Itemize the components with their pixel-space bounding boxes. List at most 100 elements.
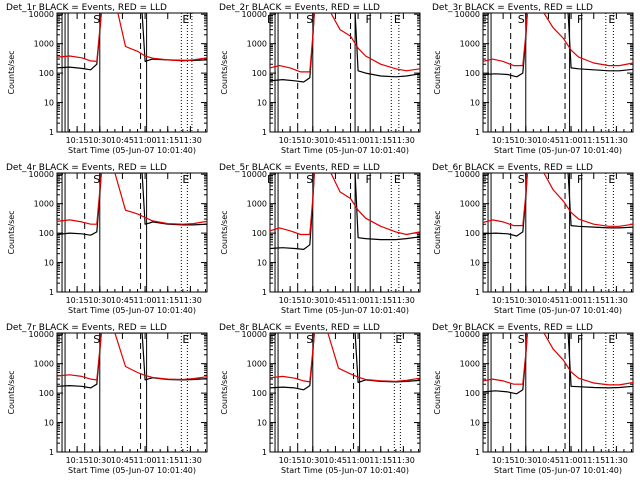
plot-data <box>57 13 207 132</box>
x-tick-label: 11:15 <box>156 456 179 465</box>
x-tick-label: 10:30 <box>514 296 537 305</box>
panel-title: Det_1r BLACK = Events, RED = LLD <box>6 3 167 13</box>
lld-series-line <box>270 173 420 236</box>
x-axis-label: Start Time (05-Jun-07 10:01:40) <box>281 466 409 475</box>
marker-letter: E <box>56 173 63 186</box>
x-tick-label: 11:15 <box>582 296 605 305</box>
y-tick-label: 10 <box>470 419 480 428</box>
plot-data <box>483 173 633 292</box>
panel-title: Det_6r BLACK = Events, RED = LLD <box>432 163 593 173</box>
x-tick-label: 10:15 <box>66 296 89 305</box>
y-tick-label: 1000 <box>34 360 54 369</box>
y-tick-label: 1 <box>475 128 480 137</box>
x-tick-label: 11:00 <box>134 456 157 465</box>
marker-letter: E <box>56 333 63 346</box>
x-tick-label: 10:45 <box>537 456 560 465</box>
x-axis-label: Start Time (05-Jun-07 10:01:40) <box>281 306 409 315</box>
detector-panel: Det_6r BLACK = Events, RED = LLD 1 10 100 10… <box>432 163 634 315</box>
marker-letter: S <box>518 173 525 186</box>
marker-letter: E <box>482 173 489 186</box>
plot-data <box>57 173 207 292</box>
y-tick-label: 10 <box>44 99 54 108</box>
x-tick-label: 11:15 <box>582 136 605 145</box>
marker-letter: F <box>577 333 583 346</box>
y-tick-label: 10 <box>257 259 267 268</box>
y-tick-label: 1 <box>262 128 267 137</box>
marker-letter: E <box>482 13 489 26</box>
marker-letter: S <box>518 333 525 346</box>
marker-letter: E <box>56 13 63 26</box>
y-tick-label: 1 <box>475 448 480 457</box>
panel-title: Det_5r BLACK = Events, RED = LLD <box>219 163 380 173</box>
marker-letter: E <box>608 13 615 26</box>
plot-data <box>270 173 420 292</box>
x-tick-label: 11:30 <box>392 296 415 305</box>
x-tick-label: 11:30 <box>605 136 628 145</box>
y-tick-label: 10000 <box>29 170 54 179</box>
y-tick-label: 10 <box>257 419 267 428</box>
marker-letter: E <box>267 173 274 186</box>
plot-data <box>270 333 420 452</box>
marker-letter: E <box>267 13 274 26</box>
x-tick-label: 11:30 <box>605 456 628 465</box>
y-tick-label: 10000 <box>242 330 267 339</box>
lld-series-line <box>483 13 633 67</box>
x-tick-label: 11:30 <box>392 456 415 465</box>
detector-panel: Det_1r BLACK = Events, RED = LLD 1 10 100 10… <box>6 3 208 155</box>
detector-panel: Det_8r BLACK = Events, RED = LLD 1 10 100 10… <box>219 323 421 475</box>
events-series-line <box>270 13 420 83</box>
detector-panel: Det_2r BLACK = Events, RED = LLD 1 10 100 10… <box>219 3 421 155</box>
lld-series-line <box>270 333 420 383</box>
x-tick-label: 11:30 <box>605 296 628 305</box>
marker-letter: S <box>518 13 525 26</box>
lld-series-line <box>57 173 207 225</box>
panel-title: Det_8r BLACK = Events, RED = LLD <box>219 323 380 333</box>
lld-series-line <box>57 333 207 381</box>
y-tick-label: 10 <box>257 99 267 108</box>
lld-series-line <box>270 13 420 73</box>
x-tick-label: 11:00 <box>560 136 583 145</box>
y-axis-label: Counts/sec <box>433 210 442 254</box>
y-tick-label: 100 <box>465 69 480 78</box>
marker-letter: S <box>306 13 313 26</box>
detector-panel: Det_7r BLACK = Events, RED = LLD 1 10 100 10… <box>6 323 208 475</box>
marker-letter: E <box>482 333 489 346</box>
x-tick-label: 10:15 <box>492 296 515 305</box>
y-tick-label: 1 <box>49 128 54 137</box>
x-tick-label: 11:00 <box>560 296 583 305</box>
x-tick-label: 10:45 <box>537 136 560 145</box>
events-series-line <box>270 173 420 250</box>
y-axis-label: Counts/sec <box>220 50 229 94</box>
y-axis-label: Counts/sec <box>7 370 16 414</box>
y-tick-label: 10000 <box>242 170 267 179</box>
x-tick-label: 10:45 <box>324 296 347 305</box>
x-axis-label: Start Time (05-Jun-07 10:01:40) <box>494 306 622 315</box>
plot-data <box>57 333 207 452</box>
x-tick-label: 11:30 <box>179 136 202 145</box>
x-tick-label: 10:15 <box>279 296 302 305</box>
x-tick-label: 11:15 <box>369 456 392 465</box>
panel-title: Det_3r BLACK = Events, RED = LLD <box>432 3 593 13</box>
y-tick-label: 100 <box>39 389 54 398</box>
y-axis-label: Counts/sec <box>220 210 229 254</box>
y-tick-label: 10000 <box>455 10 480 19</box>
x-tick-label: 10:45 <box>111 456 134 465</box>
x-tick-label: 10:15 <box>492 456 515 465</box>
marker-letter: E <box>608 333 615 346</box>
y-tick-label: 10 <box>470 259 480 268</box>
marker-letter: E <box>182 13 189 26</box>
events-series-line <box>483 13 633 78</box>
marker-letter: F <box>365 13 371 26</box>
marker-letter: S <box>93 13 100 26</box>
y-tick-label: 1000 <box>34 40 54 49</box>
y-axis-label: Counts/sec <box>433 370 442 414</box>
x-tick-label: 10:30 <box>301 136 324 145</box>
x-tick-label: 11:00 <box>347 136 370 145</box>
y-tick-label: 100 <box>465 389 480 398</box>
y-tick-label: 100 <box>465 229 480 238</box>
events-series-line <box>483 173 633 237</box>
x-tick-label: 11:00 <box>347 296 370 305</box>
x-tick-label: 11:00 <box>347 456 370 465</box>
x-tick-label: 11:30 <box>179 296 202 305</box>
